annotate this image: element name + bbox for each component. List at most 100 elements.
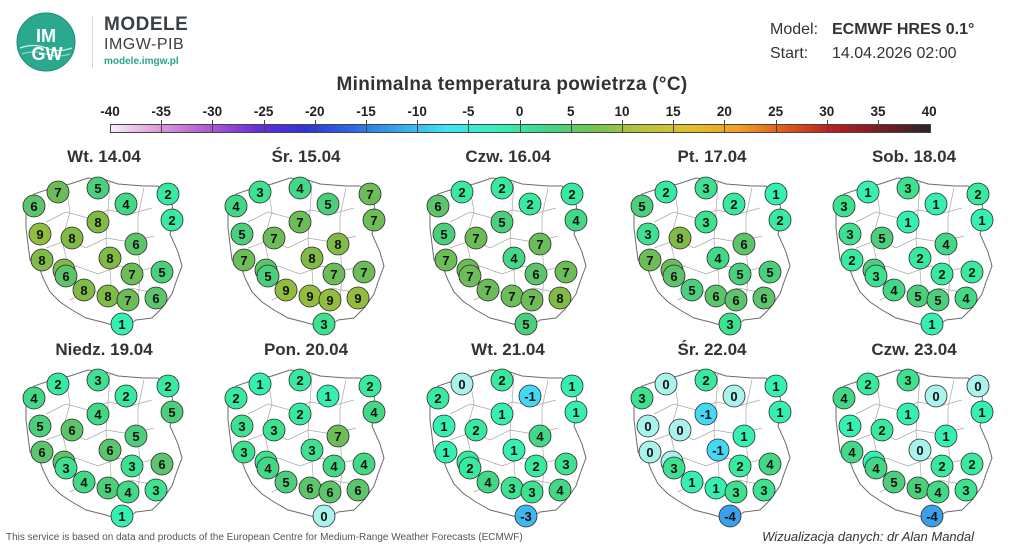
temperature-value: 4: [962, 291, 970, 306]
city-marker-kielce: 2: [930, 454, 954, 478]
city-marker-szczecin: 6: [22, 194, 46, 218]
scale-tick: [775, 120, 777, 133]
temperature-circle: [732, 424, 756, 448]
temperature-value: 3: [846, 227, 853, 242]
temperature-value: 2: [736, 459, 743, 474]
temperature-value: 0: [662, 377, 669, 392]
city-marker-lublin: 2: [960, 260, 984, 284]
city-marker-bialystok: 5: [160, 400, 184, 424]
temperature-circle: [318, 480, 342, 504]
temperature-circle: [358, 374, 382, 398]
city-marker-gorzow: 3: [230, 414, 254, 438]
city-marker-warszawa: 1: [732, 424, 756, 448]
temperature-circle: [724, 288, 748, 312]
temperature-circle: [98, 246, 122, 270]
city-marker-lublin: 4: [758, 452, 782, 476]
scale-label: 20: [716, 104, 732, 119]
temperature-value: 0: [676, 423, 683, 438]
city-marker-olsztyn: 1: [316, 384, 340, 408]
temperature-value: 8: [334, 237, 341, 252]
temperature-circle: [116, 480, 140, 504]
city-marker-torun: 5: [490, 210, 514, 234]
scale-tick: [570, 120, 572, 133]
temperature-value: 4: [840, 391, 848, 406]
temperature-value: 3: [562, 457, 569, 472]
city-marker-poznan: 3: [232, 440, 256, 464]
city-marker-lodz: 4: [502, 246, 526, 270]
temperature-circle: [476, 278, 500, 302]
temperature-circle: [86, 176, 110, 200]
temperature-circle: [520, 480, 544, 504]
temperature-circle: [960, 260, 984, 284]
city-marker-wroclaw: 4: [72, 470, 96, 494]
temperature-circle: [300, 438, 324, 462]
temperature-circle: [724, 480, 748, 504]
temperature-circle: [28, 414, 52, 438]
city-marker-wroclaw: 5: [274, 470, 298, 494]
temperature-value: 1: [510, 443, 517, 458]
temperature-value: 3: [702, 215, 709, 230]
scale-tick: [366, 120, 367, 133]
temperature-circle: [144, 478, 168, 502]
city-marker-lublin: 2: [960, 452, 984, 476]
temperature-circle: [110, 504, 134, 528]
temperature-value: 1: [256, 377, 263, 392]
city-marker-warszawa: 5: [124, 424, 148, 448]
temperature-circle: [450, 372, 474, 396]
temperature-circle: [764, 374, 788, 398]
city-marker-katowice: 3: [724, 480, 748, 504]
temperature-circle: [86, 402, 110, 426]
city-marker-rzeszow: 3: [662, 456, 686, 480]
city-marker-krakow: 3: [144, 478, 168, 502]
scale-tick: [826, 120, 828, 133]
temperature-value: 3: [62, 461, 69, 476]
scale-label: 0: [515, 104, 524, 119]
header: IM GW MODELE IMGW-PIB modele.imgw.pl Mod…: [0, 0, 1024, 80]
temperature-value: 2: [122, 389, 129, 404]
temperature-value: 2: [878, 423, 885, 438]
temperature-circle: [274, 470, 298, 494]
city-marker-gorzow: 1: [838, 414, 862, 438]
scale-tick: [878, 120, 879, 133]
temperature-value: 7: [646, 253, 653, 268]
city-marker-torun: 7: [288, 210, 312, 234]
temperature-circle: [970, 400, 994, 424]
city-marker-zakopane: -4: [920, 504, 944, 528]
temperature-value: 6: [712, 289, 719, 304]
city-marker-bialystok: 1: [768, 400, 792, 424]
temperature-circle: [732, 232, 756, 256]
temperature-circle: [722, 192, 746, 216]
scale-tick: [314, 120, 316, 133]
city-marker-koszalin: 2: [856, 372, 880, 396]
poland-map-panel: 42300112114102255434-4: [832, 368, 994, 528]
city-marker-wroclaw: 8: [72, 278, 96, 302]
brand-subtitle: IMGW-PIB: [104, 36, 185, 53]
city-marker-szczecin: 3: [832, 194, 856, 218]
temperature-circle: [548, 286, 572, 310]
temperature-value: 1: [118, 317, 125, 332]
city-marker-krakow: 4: [548, 478, 572, 502]
temperature-value: 4: [30, 391, 38, 406]
temperature-value: 1: [942, 429, 949, 444]
brand-url[interactable]: modele.imgw.pl: [104, 56, 179, 67]
logo-text-top: IM: [36, 26, 56, 46]
temperature-circle: [232, 248, 256, 272]
poland-map-panel: 423225564566663454331: [22, 368, 184, 528]
temperature-value: 7: [240, 253, 247, 268]
city-marker-opole: 1: [704, 476, 728, 500]
voivodeship-border: [509, 373, 517, 491]
temperature-value: 7: [296, 215, 303, 230]
city-marker-bialystok: 4: [362, 400, 386, 424]
city-marker-olsztyn: 0: [722, 384, 746, 408]
voivodeship-border: [105, 181, 113, 299]
temperature-circle: [630, 386, 654, 410]
temperature-value: -1: [524, 389, 536, 404]
day-date: Czw. 23.04: [871, 340, 957, 359]
temperature-value: 5: [264, 269, 271, 284]
temperature-circle: [362, 208, 386, 232]
city-marker-olsztyn: 1: [924, 192, 948, 216]
temperature-value: 3: [644, 227, 651, 242]
city-marker-lodz: 1: [502, 438, 526, 462]
